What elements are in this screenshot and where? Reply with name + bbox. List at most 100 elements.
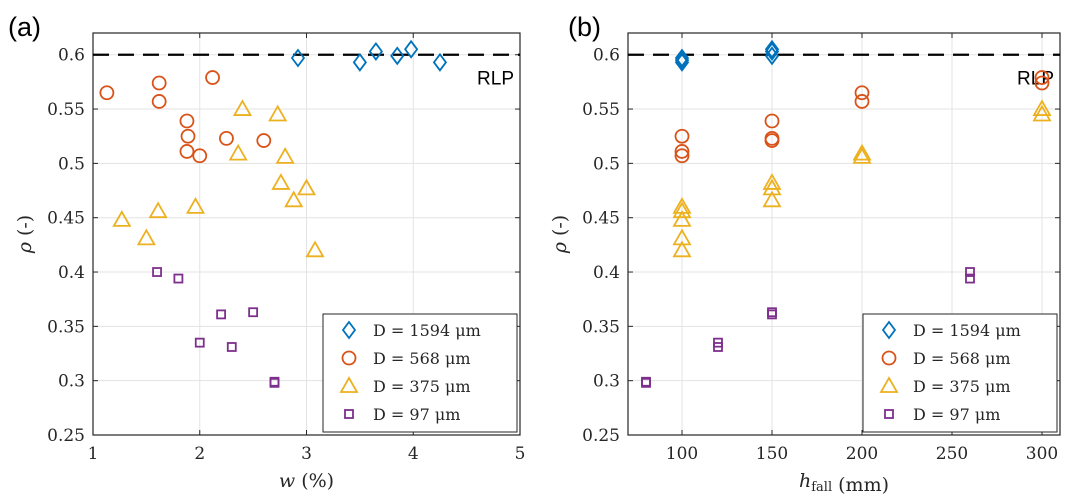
data-point-diamond [352,52,367,72]
legend-marker-triangle [879,376,899,393]
data-point-triangle [852,147,872,164]
data-point-triangle [185,197,206,214]
data-point-circle [854,85,870,101]
data-point-circle [99,85,115,101]
y-tick-label: 0.6 [58,46,85,66]
axes-box [627,32,1061,436]
legend-marker-diamond [341,320,357,340]
data-point-square [194,337,205,348]
x-tick-label: 4 [408,444,419,464]
data-point-circle [674,128,690,144]
data-point-triangle [762,190,782,208]
rlp-label: RLP [477,69,514,90]
data-point-diamond [764,41,780,61]
y-axis-label: ρ (-) [549,215,571,254]
data-point-square [152,267,162,277]
series-triangle [672,99,1052,258]
panel-a: 1 2 3 4 5 0.25 0.3 0.35 0.4 0.45 0.5 0.55 0.6 RLP D = … [8,12,525,492]
legend-label: D = 375 μm [913,377,1011,396]
y-tick-label: 0.45 [582,209,620,229]
y-axis-label: ρ (-) [14,215,36,254]
x-tick-label: 200 [846,444,878,464]
x-tick-label: 3 [301,444,312,464]
data-point-triangle [148,201,168,219]
y-tick-label: 0.4 [593,263,620,283]
y-tick-label: 0.5 [58,154,85,174]
data-point-triangle [852,143,872,161]
series-triangle [112,99,325,258]
data-point-triangle [136,228,156,246]
y-tick-label: 0.25 [47,426,85,446]
data-point-triangle [305,240,325,258]
data-point-triangle [112,210,132,227]
data-point-triangle [762,173,782,190]
data-point-triangle [271,173,291,190]
legend-label: D = 1594 μm [913,321,1021,340]
legend-marker-circle [341,350,357,366]
data-point-circle [764,133,780,148]
data-point-diamond [403,39,419,59]
legend-marker-square [884,409,894,419]
data-point-diamond [674,52,690,72]
legend-label: D = 568 μm [913,349,1011,368]
legend-marker-circle [881,350,897,366]
x-tick-label: 250 [936,444,968,464]
data-point-square [226,342,237,352]
data-point-diamond [764,39,780,59]
data-point-circle [674,144,690,159]
data-point-circle [151,94,167,109]
legend-label: D = 1594 μm [373,321,481,340]
x-tick-label: 2 [194,444,205,464]
legend-label: D = 97 μm [373,405,460,424]
data-point-circle [854,94,870,109]
panel-b: 100 150 200 250 300 0.25 0.3 0.35 0.4 0.45 0.5 0.55… [549,12,1061,496]
y-tick-label: 0.6 [593,46,620,66]
series-circle [674,70,1050,164]
data-point-circle [256,133,272,148]
data-point-triangle [672,228,692,246]
series-diamond [290,39,448,72]
panel-label: (b) [568,12,601,42]
panel-label: (a) [8,12,41,42]
data-point-square [965,273,975,284]
data-point-square [173,273,184,284]
data-point-circle [1034,75,1050,91]
data-point-square [641,377,651,388]
data-point-triangle [672,240,692,258]
data-point-triangle [672,201,692,219]
data-point-square [713,342,723,352]
data-point-circle [674,148,690,164]
data-point-circle [192,148,208,164]
y-tick-label: 0.55 [582,100,620,120]
x-axis-label: w (%) [279,470,334,492]
x-tick-label: 150 [756,444,788,464]
y-tick-label: 0.55 [47,100,85,120]
data-point-triangle [275,147,295,164]
data-point-circle [1034,70,1050,85]
data-point-diamond [674,50,690,70]
y-tick-label: 0.35 [47,317,85,337]
y-tick-label: 0.3 [593,372,620,392]
data-point-triangle [228,143,248,161]
legend-box [862,313,1058,433]
data-point-square [248,307,259,318]
data-point-square [269,377,280,388]
legend-marker-triangle [339,376,359,393]
data-point-triangle [268,104,288,122]
data-point-circle [205,70,220,85]
data-point-square [767,309,777,320]
data-point-circle [179,144,195,159]
data-point-circle [764,113,780,129]
axes-box [92,32,521,436]
legend-marker-diamond [881,320,897,340]
data-point-diamond [290,48,306,68]
y-tick-label: 0.4 [58,263,85,283]
data-point-triangle [296,178,317,196]
grid [92,33,521,436]
legend-marker-square [344,409,354,419]
data-point-triangle [232,99,253,116]
y-tick-label: 0.5 [593,154,620,174]
legend: D = 1594 μm D = 568 μm D = 375 μm D = 97 μm [862,313,1058,433]
y-tick-label: 0.3 [58,372,85,392]
